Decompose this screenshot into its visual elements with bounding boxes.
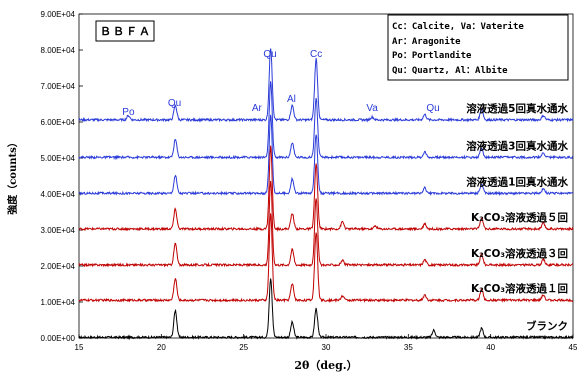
peak-label: Al [287,94,296,105]
peak-label: Cc [310,49,322,60]
legend-box [387,14,569,81]
series-label-7: 溶液透過5回真水通水 [466,102,568,115]
series-line-6 [78,81,574,161]
x-tick-label: 45 [569,343,578,352]
peak-label: Qu [263,49,276,60]
series-line-3 [78,180,574,268]
series-label-2: K₂CO₃溶液透過１回 [471,282,568,295]
series-line-7 [78,48,574,123]
x-tick-label: 30 [322,343,331,352]
y-tick-label: 2.00E+04 [41,262,76,271]
y-tick-label: 8.00E+04 [41,46,76,55]
y-tick-label: 6.00E+04 [41,118,76,127]
legend-line-4: Qu：Quartz, Al：Albite [392,65,508,76]
y-tick-label: 1.00E+04 [41,298,76,307]
sample-label-box [95,20,155,42]
x-tick-label: 15 [75,343,84,352]
sample-label: ＢＢＦＡ [100,25,152,38]
legend-line-1: Cc：Calcite, Va：Vaterite [392,21,524,32]
x-tick-label: 35 [404,343,413,352]
y-tick-label: 5.00E+04 [41,154,76,163]
series-line-4 [78,145,574,232]
series-label-4: K₂CO₃溶液透過５回 [471,211,568,224]
series-label-1: ブランク [526,319,568,332]
y-tick-label: 0.00E+00 [41,334,76,343]
peak-label: Va [366,103,378,114]
legend-line-3: Po：Portlandite [392,50,472,61]
peak-label: Qu [168,98,181,109]
series-label-6: 溶液透過3回真水通水 [466,139,568,152]
y-axis-title: 強度（counts） [6,137,19,215]
y-tick-label: 7.00E+04 [41,82,76,91]
series-line-1 [79,278,574,341]
x-tick-label: 25 [239,343,248,352]
series-line-5 [78,114,574,197]
x-tick-label: 20 [157,343,166,352]
y-tick-label: 9.00E+04 [41,10,76,19]
series-label-5: 溶液透過1回真水通水 [466,175,568,188]
x-axis-title: 2θ（deg.） [294,359,357,372]
x-tick-label: 40 [486,343,495,352]
legend-line-2: Ar：Aragonite [392,36,461,47]
peak-label: Po [122,107,135,118]
y-tick-label: 3.00E+04 [41,226,76,235]
y-tick-label: 4.00E+04 [41,190,76,199]
peak-label: Qu [426,103,439,114]
peak-label: Ar [252,103,263,114]
series-label-3: K₂CO₃溶液透過３回 [471,247,568,260]
series-line-2 [78,213,574,303]
